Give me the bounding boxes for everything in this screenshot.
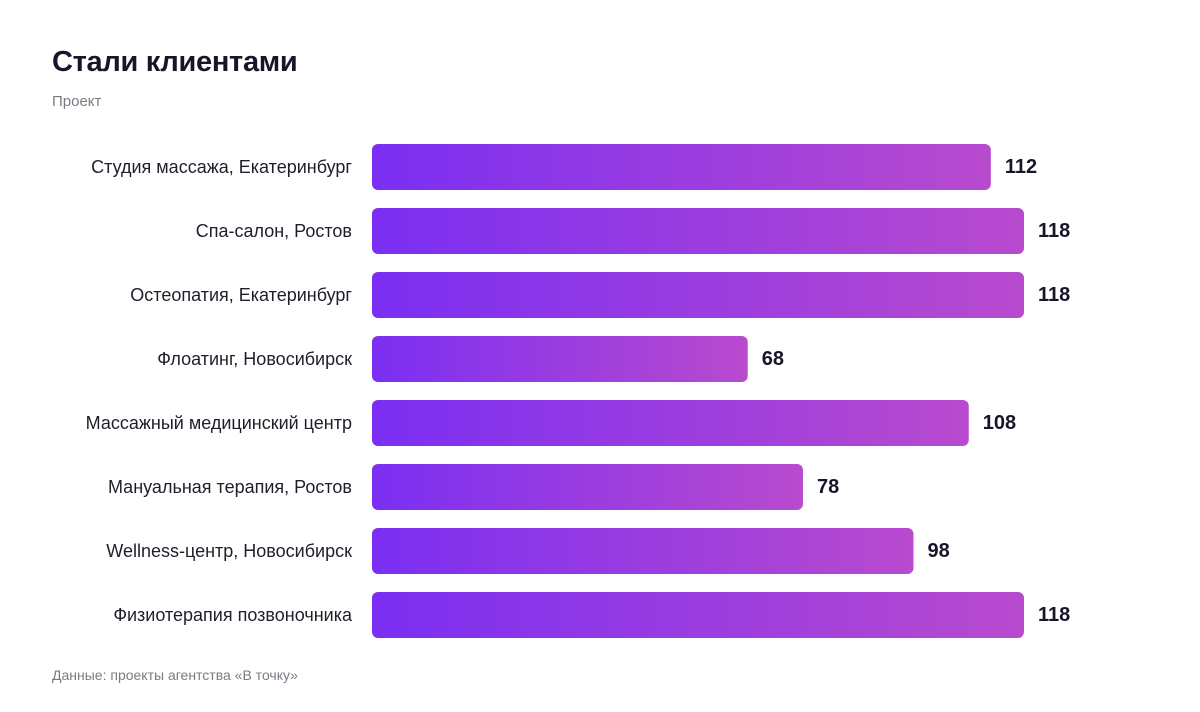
- bar: [372, 272, 1024, 318]
- category-label: Wellness-центр, Новосибирск: [106, 541, 352, 561]
- bar: [372, 528, 914, 574]
- value-label: 118: [1038, 284, 1070, 306]
- chart-title: Стали клиентами: [52, 46, 298, 78]
- bar-row: Wellness-центр, Новосибирск 98: [106, 528, 950, 574]
- bar-row: Остеопатия, Екатеринбург 118: [130, 272, 1070, 318]
- category-label: Остеопатия, Екатеринбург: [130, 285, 352, 305]
- bar-row: Физиотерапия позвоночника 118: [113, 592, 1070, 638]
- bar-row: Мануальная терапия, Ростов 78: [108, 464, 839, 510]
- value-label: 78: [817, 476, 839, 498]
- value-label: 68: [762, 348, 784, 370]
- chart-subtitle: Проект: [52, 93, 102, 110]
- value-label: 118: [1038, 604, 1070, 626]
- bar: [372, 144, 991, 190]
- bar-row: Массажный медицинский центр 108: [86, 400, 1016, 446]
- bar: [372, 400, 969, 446]
- bars-layer: Студия массажа, Екатеринбург 112 Спа-салон…: [86, 144, 1070, 638]
- bar: [372, 592, 1024, 638]
- category-label: Массажный медицинский центр: [86, 413, 352, 433]
- category-label: Физиотерапия позвоночника: [113, 605, 353, 625]
- bar-row: Студия массажа, Екатеринбург 112: [91, 144, 1037, 190]
- category-label: Мануальная терапия, Ростов: [108, 477, 352, 497]
- category-label: Спа-салон, Ростов: [196, 221, 352, 241]
- value-label: 112: [1005, 156, 1037, 178]
- category-label: Студия массажа, Екатеринбург: [91, 157, 352, 177]
- bar-row: Флоатинг, Новосибирск 68: [157, 336, 784, 382]
- value-label: 98: [927, 540, 949, 562]
- bar: [372, 464, 803, 510]
- bar-row: Спа-салон, Ростов 118: [196, 208, 1070, 254]
- bar: [372, 336, 748, 382]
- value-label: 108: [983, 412, 1016, 434]
- category-label: Флоатинг, Новосибирск: [157, 349, 352, 369]
- value-label: 118: [1038, 220, 1070, 242]
- bar: [372, 208, 1024, 254]
- chart-source-note: Данные: проекты агентства «В точку»: [52, 667, 298, 683]
